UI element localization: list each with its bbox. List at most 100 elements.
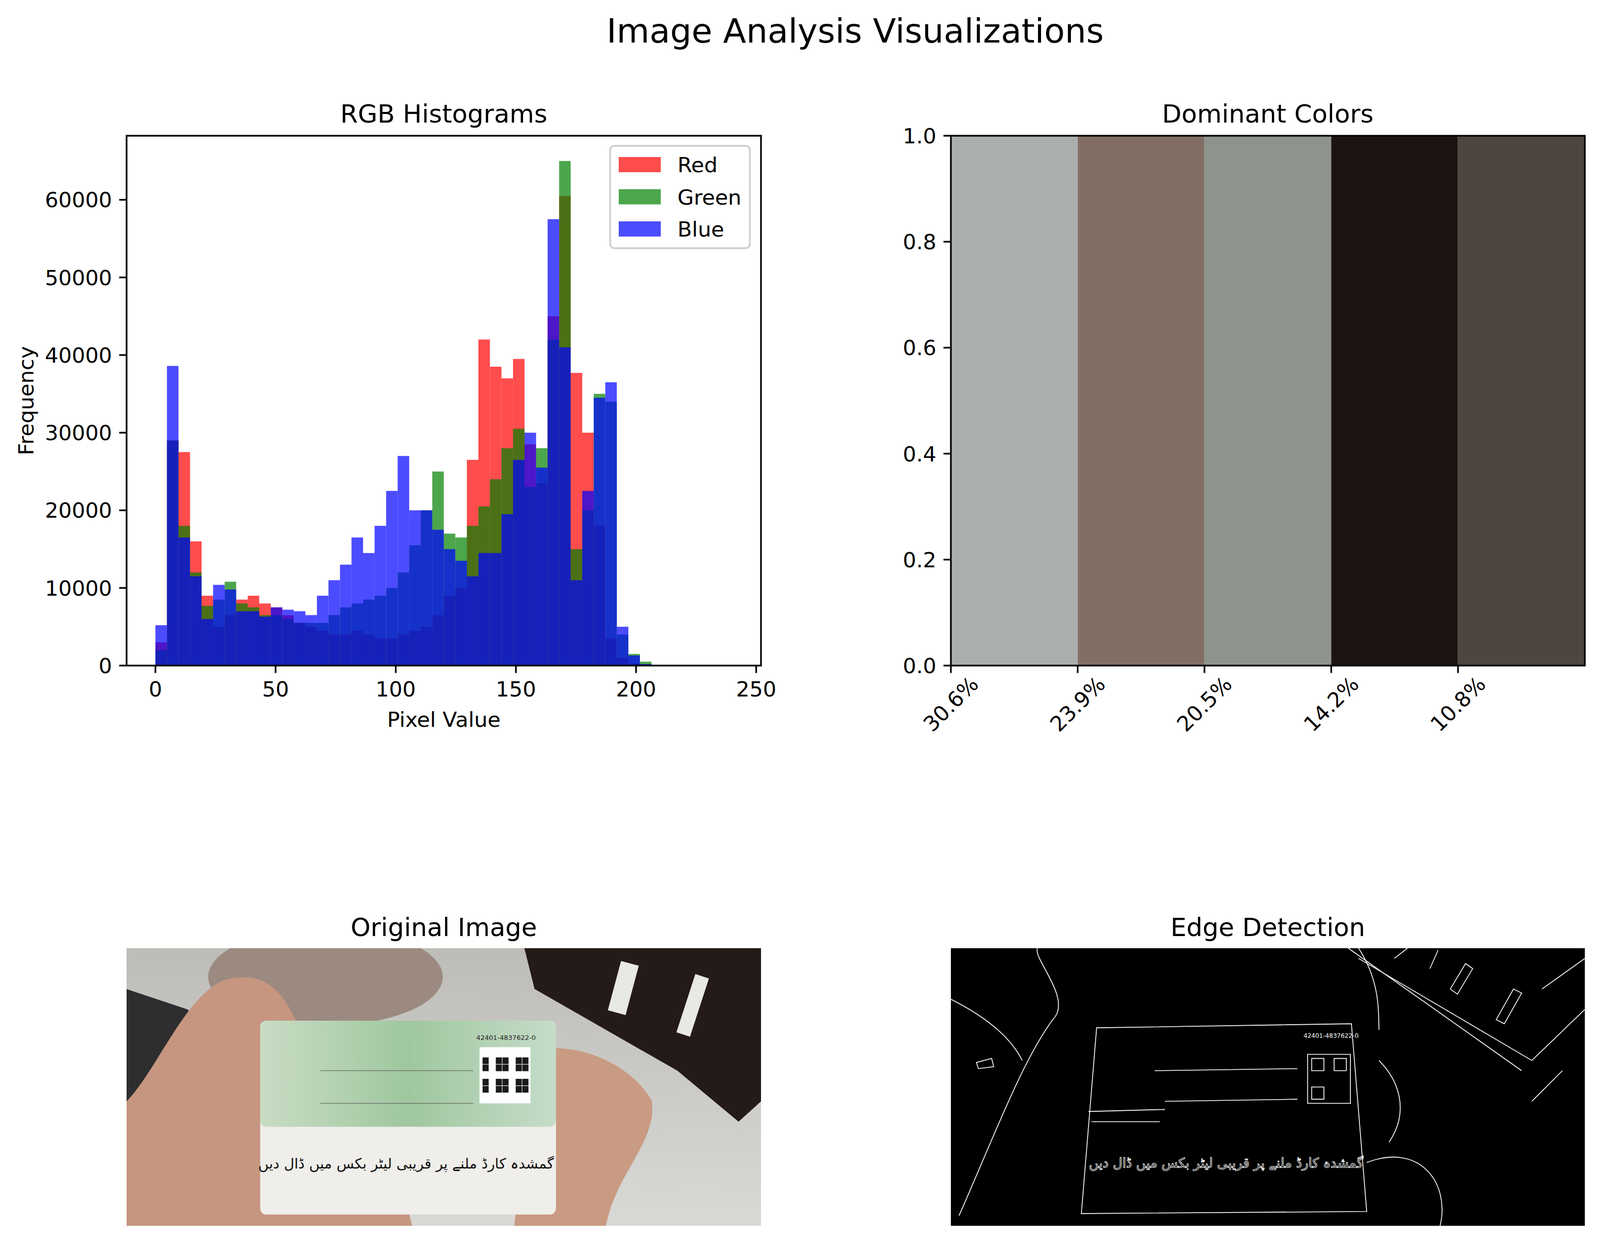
hist-bar (512, 428, 525, 666)
series-2 (155, 219, 652, 666)
legend-swatch (618, 221, 661, 237)
hist-bar (189, 572, 202, 666)
hist-bar (420, 509, 433, 666)
y-tick (943, 452, 951, 455)
x-tick (154, 665, 156, 673)
y-tick-label: 0.8 (902, 229, 937, 255)
hist-bar (466, 576, 479, 666)
y-tick (943, 241, 951, 243)
hist-bar (282, 609, 295, 666)
y-tick (118, 198, 127, 201)
y-tick-label: 10000 (45, 575, 113, 601)
y-tick-label: 1.0 (902, 123, 937, 149)
qr-cell (495, 1057, 502, 1064)
hist-bar (512, 358, 525, 666)
card-text: گمشدہ کارڈ ملنے پر قریبی لیٹر بکس میں ڈا… (258, 1154, 555, 1172)
y-tick-label: 30000 (45, 420, 113, 446)
color-bar (1458, 135, 1585, 666)
hist-bar (455, 537, 467, 666)
hist-bar (316, 595, 329, 666)
hist-bar (558, 161, 571, 666)
qr-cell (515, 1064, 523, 1071)
x-tick (635, 665, 637, 673)
y-tick (118, 276, 127, 278)
hand-edge (1366, 1156, 1443, 1226)
color-bar (1077, 135, 1205, 666)
legend: RedGreenBlue (610, 145, 750, 249)
hist-bar (501, 378, 513, 666)
tray-highlight (607, 960, 639, 1015)
plot-area (950, 135, 1585, 666)
hist-bar (178, 525, 191, 666)
hist-bar (490, 552, 502, 666)
tray-edge (1348, 947, 1522, 1071)
hist-bar (466, 525, 479, 666)
hand-edge (958, 947, 1059, 1216)
hist-bar (605, 382, 617, 666)
color-bar (1331, 135, 1458, 666)
hist-bar (444, 548, 456, 666)
hist-bar (501, 513, 513, 666)
hist-bar (363, 552, 375, 666)
hist-bar (397, 455, 410, 666)
background (950, 947, 1585, 1226)
legend-label: Blue (677, 216, 725, 242)
x-tick (274, 665, 277, 673)
hist-bar (432, 529, 445, 666)
y-tick-label: 0.0 (902, 653, 937, 678)
tray-edge (1450, 963, 1473, 994)
figure: Image Analysis Visualizations05010015020… (0, 0, 1600, 1242)
hist-bar (466, 459, 479, 666)
legend-label: Green (677, 184, 742, 210)
x-tick-label: 250 (736, 676, 777, 702)
hist-bar (432, 471, 445, 666)
hist-bar (582, 490, 594, 666)
qr-cell (522, 1085, 529, 1093)
hist-bar (167, 365, 179, 666)
axes-title: Dominant Colors (1162, 99, 1374, 129)
hist-bar (189, 576, 202, 666)
image: 42401-4837622-0 گمشدہ کارڈ ملنے پر قریبی … (950, 947, 1585, 1226)
qr-bg (479, 1046, 531, 1103)
hist-bar (478, 339, 491, 666)
hist-bar (374, 525, 387, 666)
card-number-edge: 42401-4837622-0 (1303, 1031, 1359, 1039)
hist-bar (558, 347, 571, 666)
qr-cell (515, 1057, 523, 1064)
hist-bar (178, 452, 191, 666)
qr-cell (522, 1078, 529, 1086)
x-tick (755, 665, 757, 673)
hist-bar (189, 541, 202, 666)
hist-bar (155, 624, 168, 666)
image-title: Original Image (350, 912, 537, 942)
hist-bar (293, 611, 306, 666)
hist-bar (247, 607, 260, 666)
hist-bar (224, 581, 237, 666)
x-tick (1076, 665, 1079, 673)
hist-bar (536, 448, 548, 666)
y-tick-label: 0 (98, 653, 113, 678)
card-number: 42401-4837622-0 (476, 1033, 537, 1042)
hist-bar (235, 611, 248, 666)
y-tick (943, 346, 951, 349)
y-tick-label: 40000 (45, 342, 113, 368)
y-tick (943, 664, 951, 666)
hist-bar (628, 653, 640, 666)
hist-bar (259, 614, 271, 666)
card-text-edge: گمشدہ کارڈ ملنے پر قریبی لیٹر بکس میں ڈا… (1089, 1154, 1364, 1171)
hist-bar (444, 533, 456, 666)
tray-edge (1358, 957, 1585, 1060)
hist-bar (582, 432, 594, 666)
plot-area (155, 161, 652, 666)
card (260, 1020, 556, 1215)
qr-cell (502, 1064, 509, 1071)
text-edge (1154, 1068, 1298, 1101)
hist-bar (328, 579, 341, 666)
tray-edge (1496, 988, 1522, 1024)
series-1 (155, 161, 652, 666)
image-title: Edge Detection (1170, 912, 1366, 942)
y-tick (943, 558, 951, 560)
hist-bar (490, 478, 502, 666)
hist-bar (409, 509, 421, 666)
hist-bar (455, 560, 467, 666)
